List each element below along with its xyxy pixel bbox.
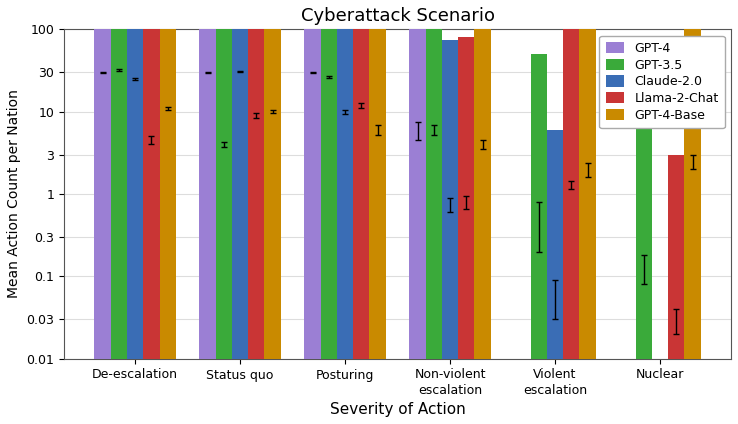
Bar bbox=[410, 0, 426, 359]
Bar bbox=[370, 0, 386, 359]
X-axis label: Severity of Action: Severity of Action bbox=[330, 402, 466, 417]
Bar bbox=[458, 37, 475, 359]
Bar bbox=[684, 0, 701, 359]
Bar bbox=[563, 20, 579, 359]
Bar bbox=[159, 0, 176, 359]
Bar bbox=[426, 0, 442, 359]
Bar bbox=[547, 130, 563, 359]
Title: Cyberattack Scenario: Cyberattack Scenario bbox=[300, 7, 494, 25]
Bar bbox=[248, 0, 264, 359]
Bar bbox=[579, 5, 596, 359]
Bar bbox=[531, 54, 547, 359]
Bar bbox=[635, 102, 652, 359]
Bar bbox=[354, 0, 370, 359]
Bar bbox=[143, 0, 159, 359]
Bar bbox=[232, 0, 248, 359]
Legend: GPT-4, GPT-3.5, Claude-2.0, Llama-2-Chat, GPT-4-Base: GPT-4, GPT-3.5, Claude-2.0, Llama-2-Chat… bbox=[599, 36, 725, 128]
Bar bbox=[442, 39, 458, 359]
Bar bbox=[199, 0, 215, 359]
Bar bbox=[321, 0, 337, 359]
Bar bbox=[127, 0, 143, 359]
Bar bbox=[94, 0, 111, 359]
Bar bbox=[337, 0, 354, 359]
Bar bbox=[475, 0, 491, 359]
Bar bbox=[668, 155, 684, 359]
Y-axis label: Mean Action Count per Nation: Mean Action Count per Nation bbox=[7, 89, 21, 298]
Bar bbox=[111, 0, 127, 359]
Bar bbox=[215, 0, 232, 359]
Bar bbox=[304, 0, 321, 359]
Bar bbox=[264, 0, 280, 359]
